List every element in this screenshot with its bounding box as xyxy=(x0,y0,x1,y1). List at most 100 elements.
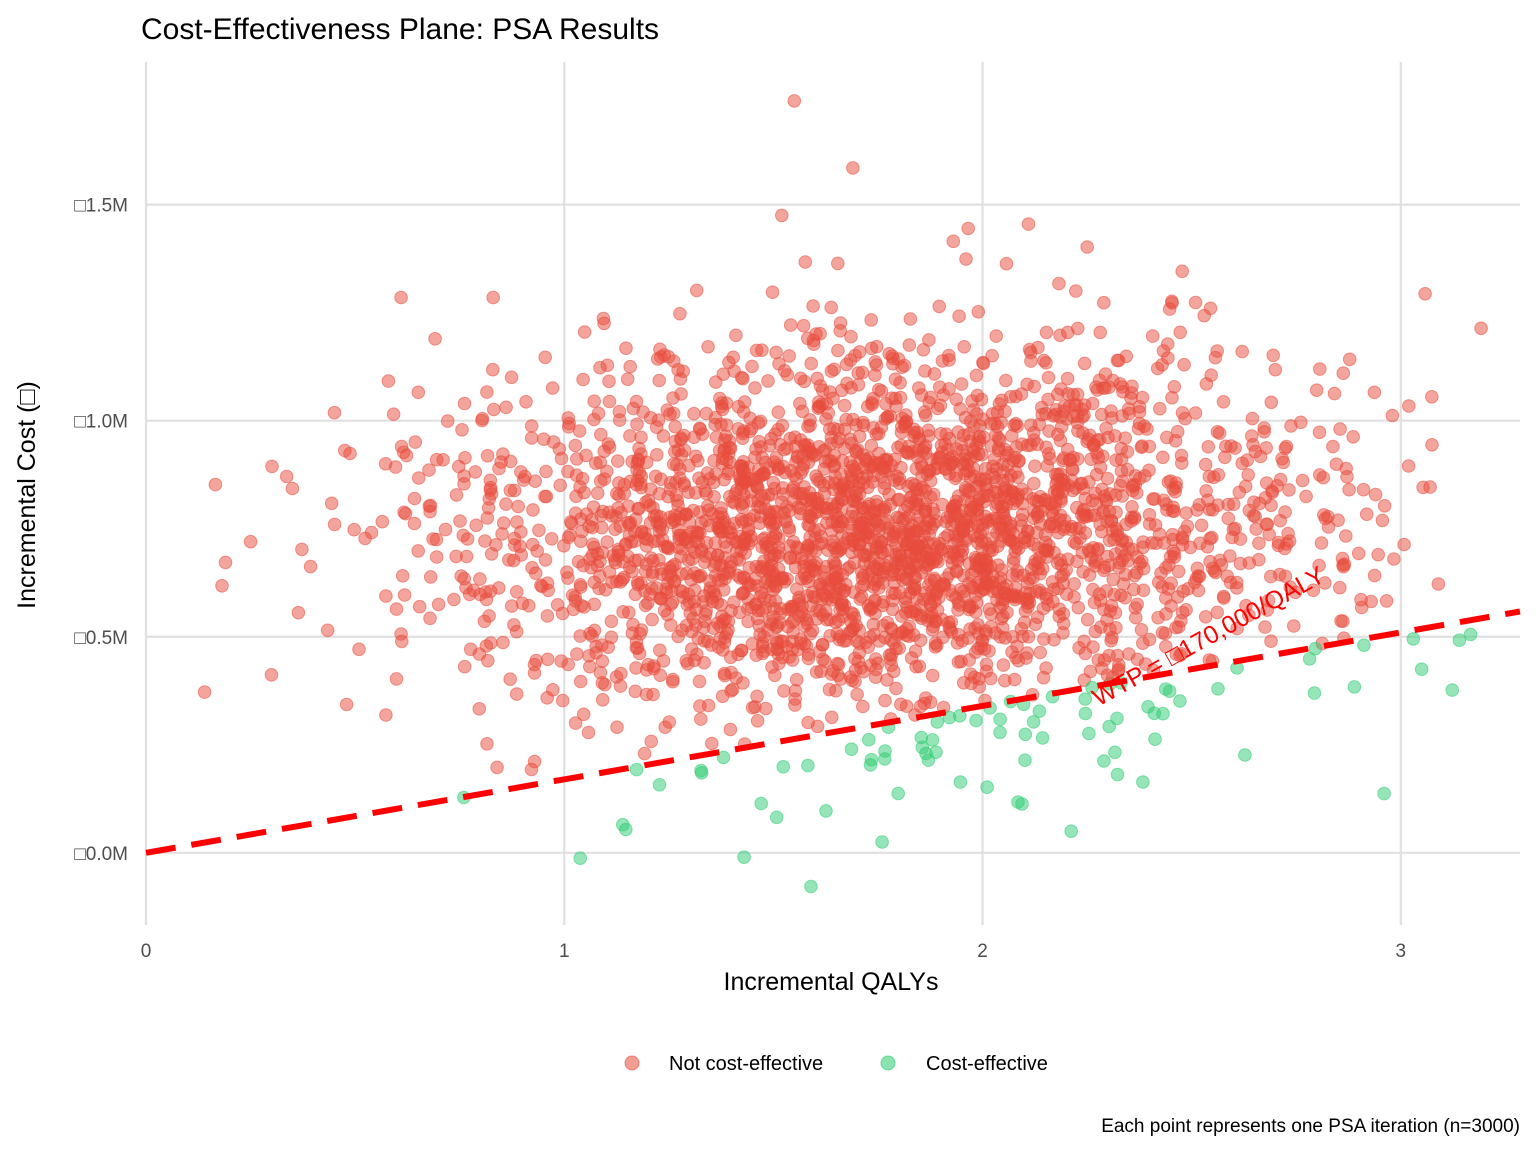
point-not-cost-effective xyxy=(922,395,937,410)
point-not-cost-effective xyxy=(751,493,766,508)
point-not-cost-effective xyxy=(930,603,945,618)
point-not-cost-effective xyxy=(1093,460,1108,475)
point-cost-effective xyxy=(652,778,667,792)
point-not-cost-effective xyxy=(998,481,1012,495)
x-tick-label: 1 xyxy=(559,941,570,962)
point-not-cost-effective xyxy=(1094,407,1109,422)
point-not-cost-effective xyxy=(720,453,734,467)
point-not-cost-effective xyxy=(623,429,637,443)
point-not-cost-effective xyxy=(847,556,862,570)
point-not-cost-effective xyxy=(479,639,494,653)
point-cost-effective xyxy=(1302,652,1317,666)
point-not-cost-effective xyxy=(1092,587,1107,602)
point-not-cost-effective xyxy=(632,646,647,661)
point-not-cost-effective xyxy=(989,329,1004,343)
point-not-cost-effective xyxy=(932,536,947,551)
point-not-cost-effective xyxy=(803,509,817,523)
point-not-cost-effective xyxy=(553,478,568,493)
point-cost-effective xyxy=(980,780,994,795)
point-not-cost-effective xyxy=(833,629,847,644)
point-not-cost-effective xyxy=(1188,406,1203,420)
point-not-cost-effective xyxy=(902,338,917,352)
point-not-cost-effective xyxy=(573,480,587,494)
point-not-cost-effective xyxy=(411,385,426,400)
point-not-cost-effective xyxy=(645,612,659,627)
point-not-cost-effective xyxy=(480,449,495,463)
point-not-cost-effective xyxy=(1226,522,1241,537)
point-not-cost-effective xyxy=(1024,345,1038,360)
point-not-cost-effective xyxy=(844,329,858,344)
point-not-cost-effective xyxy=(899,699,914,714)
y-tick-label: □1.5M xyxy=(74,196,128,217)
point-cost-effective xyxy=(1011,795,1025,809)
point-not-cost-effective xyxy=(538,489,552,504)
point-not-cost-effective xyxy=(1142,439,1157,454)
point-not-cost-effective xyxy=(689,486,703,500)
point-not-cost-effective xyxy=(822,682,837,697)
point-cost-effective xyxy=(864,752,879,767)
point-not-cost-effective xyxy=(504,370,519,385)
point-not-cost-effective xyxy=(540,609,555,623)
point-not-cost-effective xyxy=(912,659,927,674)
point-not-cost-effective xyxy=(878,412,893,426)
point-not-cost-effective xyxy=(619,537,633,552)
point-not-cost-effective xyxy=(932,380,947,395)
point-not-cost-effective xyxy=(1026,425,1041,440)
point-not-cost-effective xyxy=(1069,398,1084,412)
point-not-cost-effective xyxy=(593,360,607,375)
point-not-cost-effective xyxy=(589,639,603,654)
point-not-cost-effective xyxy=(568,438,583,453)
point-not-cost-effective xyxy=(1091,543,1105,557)
point-not-cost-effective xyxy=(1336,366,1351,381)
point-not-cost-effective xyxy=(801,539,815,553)
point-not-cost-effective xyxy=(652,373,667,388)
point-not-cost-effective xyxy=(745,359,759,374)
point-not-cost-effective xyxy=(874,456,888,471)
point-not-cost-effective xyxy=(347,522,362,537)
point-not-cost-effective xyxy=(768,668,782,683)
point-not-cost-effective xyxy=(487,402,501,417)
point-not-cost-effective xyxy=(529,653,544,668)
point-not-cost-effective xyxy=(905,444,920,459)
point-not-cost-effective xyxy=(644,734,659,749)
point-not-cost-effective xyxy=(1052,276,1066,291)
point-not-cost-effective xyxy=(1287,619,1301,633)
point-not-cost-effective xyxy=(526,503,540,517)
point-not-cost-effective xyxy=(1035,407,1050,422)
point-not-cost-effective xyxy=(1198,457,1213,472)
point-not-cost-effective xyxy=(1127,512,1142,526)
point-not-cost-effective xyxy=(395,569,410,583)
point-not-cost-effective xyxy=(1083,664,1098,679)
point-not-cost-effective xyxy=(1047,582,1061,597)
point-cost-effective xyxy=(1307,686,1322,700)
point-not-cost-effective xyxy=(499,400,513,415)
point-not-cost-effective xyxy=(974,639,989,654)
point-not-cost-effective xyxy=(1122,406,1136,421)
point-not-cost-effective xyxy=(801,569,816,584)
point-not-cost-effective xyxy=(1216,395,1231,409)
point-not-cost-effective xyxy=(527,754,542,769)
point-not-cost-effective xyxy=(1252,496,1267,511)
point-not-cost-effective xyxy=(1191,583,1206,598)
point-not-cost-effective xyxy=(1175,264,1189,279)
point-not-cost-effective xyxy=(1061,387,1075,401)
point-not-cost-effective xyxy=(1401,459,1416,473)
point-not-cost-effective xyxy=(757,554,771,569)
point-not-cost-effective xyxy=(775,418,790,433)
point-not-cost-effective xyxy=(1333,580,1347,595)
point-not-cost-effective xyxy=(1244,429,1259,443)
point-not-cost-effective xyxy=(609,670,624,684)
point-not-cost-effective xyxy=(848,651,862,666)
point-not-cost-effective xyxy=(968,605,983,619)
point-not-cost-effective xyxy=(1241,468,1255,482)
point-not-cost-effective xyxy=(1425,438,1439,452)
point-not-cost-effective xyxy=(1266,348,1280,363)
point-not-cost-effective xyxy=(1061,325,1075,340)
point-not-cost-effective xyxy=(793,371,808,386)
point-not-cost-effective xyxy=(1240,453,1254,468)
point-not-cost-effective xyxy=(952,309,966,324)
point-not-cost-effective xyxy=(695,475,710,490)
point-not-cost-effective xyxy=(1204,368,1218,383)
point-not-cost-effective xyxy=(1066,409,1080,424)
point-not-cost-effective xyxy=(807,524,822,538)
